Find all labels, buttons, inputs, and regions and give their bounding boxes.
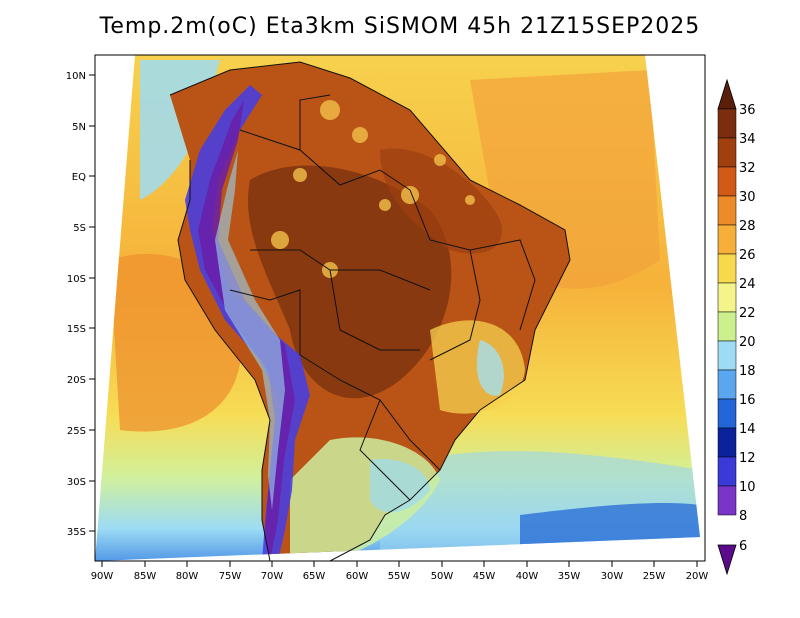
- colorbar-swatch: [717, 282, 737, 313]
- colorbar-swatch: [717, 369, 737, 400]
- longitude-axis: 90W 85W 80W 75W 70W 65W 60W 55W 50W 45W …: [91, 561, 709, 582]
- colorbar-label: 8: [739, 509, 747, 524]
- lat-label: 25S: [67, 426, 86, 437]
- colorbar-label: 12: [739, 451, 756, 466]
- lat-label: 20S: [67, 375, 86, 386]
- colorbar-swatch: [717, 224, 737, 255]
- lat-label: 10N: [66, 71, 86, 82]
- lon-label: 35W: [558, 571, 581, 582]
- colorbar-swatch: [717, 108, 737, 139]
- colorbar-swatch: [717, 456, 737, 487]
- colorbar-swatch: [717, 398, 737, 429]
- colorbar: 36 34 32 30 28 26 24 22 20 18 16 14 12 10 8 6: [717, 78, 756, 576]
- lon-label: 75W: [219, 571, 242, 582]
- colorbar-top-arrow: [717, 78, 737, 110]
- colorbar-label: 32: [739, 161, 756, 176]
- colorbar-label: 24: [739, 277, 756, 292]
- lon-label: 20W: [686, 571, 709, 582]
- colorbar-label: 36: [739, 103, 756, 118]
- lon-label: 55W: [388, 571, 411, 582]
- colorbar-label: 30: [739, 190, 756, 205]
- colorbar-swatch: [717, 166, 737, 197]
- colorbar-label: 34: [739, 132, 756, 147]
- lat-label: 35S: [67, 527, 86, 538]
- latitude-axis: 10N 5N EQ 5S 10S 15S 20S 25S 30S 35S: [66, 71, 95, 538]
- map-frame: [94, 54, 706, 562]
- lon-label: 65W: [303, 571, 326, 582]
- colorbar-bottom-arrow: [717, 544, 737, 576]
- lon-label: 50W: [431, 571, 454, 582]
- colorbar-swatch: [717, 195, 737, 226]
- lon-label: 85W: [134, 571, 157, 582]
- colorbar-label: 26: [739, 248, 756, 263]
- colorbar-swatch: [717, 253, 737, 284]
- colorbar-label: 28: [739, 219, 756, 234]
- colorbar-label: 20: [739, 335, 756, 350]
- lat-label: 15S: [67, 324, 86, 335]
- lon-label: 80W: [176, 571, 199, 582]
- lat-label: 30S: [67, 477, 86, 488]
- map-field: [95, 55, 700, 561]
- lon-label: 40W: [516, 571, 539, 582]
- colorbar-label: 6: [739, 539, 747, 554]
- lon-label: 70W: [261, 571, 284, 582]
- colorbar-label: 16: [739, 393, 756, 408]
- colorbar-swatch: [717, 427, 737, 458]
- colorbar-label: 18: [739, 364, 756, 379]
- lat-label: 5S: [73, 223, 86, 234]
- colorbar-swatch: [717, 137, 737, 168]
- lon-label: 45W: [473, 571, 496, 582]
- colorbar-swatch: [717, 485, 737, 516]
- map-title: Temp.2m(oC) Eta3km SiSMOM 45h 21Z15SEP20…: [99, 14, 701, 39]
- political-borders: [169, 61, 571, 562]
- lat-label: 10S: [67, 274, 86, 285]
- lon-label: 25W: [643, 571, 666, 582]
- lon-label: 30W: [601, 571, 624, 582]
- lat-label: 5N: [72, 122, 86, 133]
- colorbar-swatch: [717, 311, 737, 342]
- lat-label: EQ: [72, 172, 86, 183]
- colorbar-swatch: [717, 340, 737, 371]
- colorbar-label: 14: [739, 422, 756, 437]
- lon-label: 90W: [91, 571, 114, 582]
- colorbar-label: 22: [739, 306, 756, 321]
- lon-label: 60W: [346, 571, 369, 582]
- colorbar-label: 10: [739, 480, 756, 495]
